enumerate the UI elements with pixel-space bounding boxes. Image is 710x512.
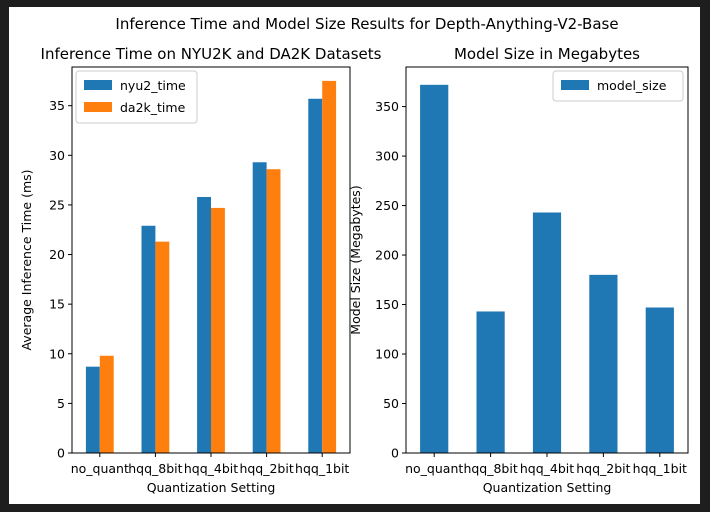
x-tick-label: hqq_8bit (128, 461, 182, 476)
chart-model-size: Model Size in Megabytes 0 50 100 150 200 250 30… (348, 45, 689, 495)
y-axis-label: Average Inference Time (ms) (19, 169, 34, 350)
legend: nyu2_time da2k_time (75, 70, 198, 124)
bar-nyu2_time-hqq_1bit (308, 98, 323, 454)
bar-model_size-hqq_1bit (645, 307, 674, 453)
x-axis-label: Quantization Setting (147, 480, 276, 495)
y-tick-label: 50 (383, 396, 399, 411)
legend-swatch-model_size (561, 80, 589, 90)
y-tick-label: 5 (57, 396, 65, 411)
legend-swatch-da2k_time (84, 102, 112, 112)
bar-nyu2_time-hqq_2bit (252, 162, 267, 453)
chart-title: Inference Time on NYU2K and DA2K Dataset… (41, 45, 382, 63)
chart-title: Model Size in Megabytes (454, 45, 640, 63)
y-tick-label: 100 (375, 347, 399, 362)
y-tick-label: 15 (49, 297, 65, 312)
bar-da2k_time-hqq_4bit (211, 207, 225, 453)
bar-da2k_time-hqq_8bit (155, 241, 170, 453)
figure: Inference Time and Model Size Results fo… (9, 7, 700, 504)
bar-nyu2_time-no_quant (85, 366, 100, 453)
legend-box (552, 70, 684, 102)
x-tick-label: hqq_4bit (520, 461, 574, 476)
y-tick-label: 250 (375, 198, 399, 213)
bar-da2k_time-hqq_1bit (322, 80, 337, 453)
y-tick-label: 150 (375, 297, 399, 312)
y-tick-label: 30 (49, 148, 65, 163)
legend-label-da2k_time: da2k_time (120, 100, 186, 115)
x-tick-label: hqq_4bit (184, 461, 238, 476)
bar-model_size-hqq_2bit (589, 274, 618, 453)
bar-model_size-hqq_8bit (476, 311, 505, 453)
x-tick-label: hqq_1bit (295, 461, 349, 476)
y-tick-label: 0 (57, 446, 65, 461)
y-tick-label: 25 (49, 197, 65, 212)
legend-label-nyu2_time: nyu2_time (120, 78, 186, 93)
x-tick-label: hqq_2bit (576, 461, 630, 476)
x-tick-label: hqq_2bit (239, 461, 293, 476)
chart-inference-time: Inference Time on NYU2K and DA2K Dataset… (19, 45, 382, 495)
x-tick-label: no_quant (71, 461, 129, 476)
figure-suptitle: Inference Time and Model Size Results fo… (115, 15, 618, 33)
x-axis-label: Quantization Setting (483, 480, 612, 495)
y-tick-label: 20 (49, 247, 65, 262)
y-tick-label: 35 (49, 98, 65, 113)
bar-da2k_time-no_quant (99, 355, 114, 453)
bar-model_size-no_quant (420, 84, 449, 454)
legend-label-model_size: model_size (597, 78, 667, 93)
y-tick-label: 10 (49, 346, 65, 361)
legend-swatch-nyu2_time (84, 80, 112, 90)
x-tick-label: hqq_8bit (463, 461, 517, 476)
bar-model_size-hqq_4bit (532, 212, 562, 453)
legend: model_size (552, 70, 684, 102)
y-tick-label: 350 (375, 99, 399, 114)
x-tick-label: no_quant (405, 461, 463, 476)
y-tick-label: 200 (375, 248, 399, 263)
bar-nyu2_time-hqq_8bit (141, 225, 156, 453)
bar-da2k_time-hqq_2bit (266, 169, 281, 453)
bar-nyu2_time-hqq_4bit (197, 196, 211, 453)
y-tick-label: 300 (375, 149, 399, 164)
y-axis-label: Model Size (Megabytes) (348, 185, 363, 334)
y-tick-label: 0 (391, 446, 399, 461)
x-tick-label: hqq_1bit (633, 461, 687, 476)
figure-svg: Inference Time and Model Size Results fo… (19, 15, 689, 495)
